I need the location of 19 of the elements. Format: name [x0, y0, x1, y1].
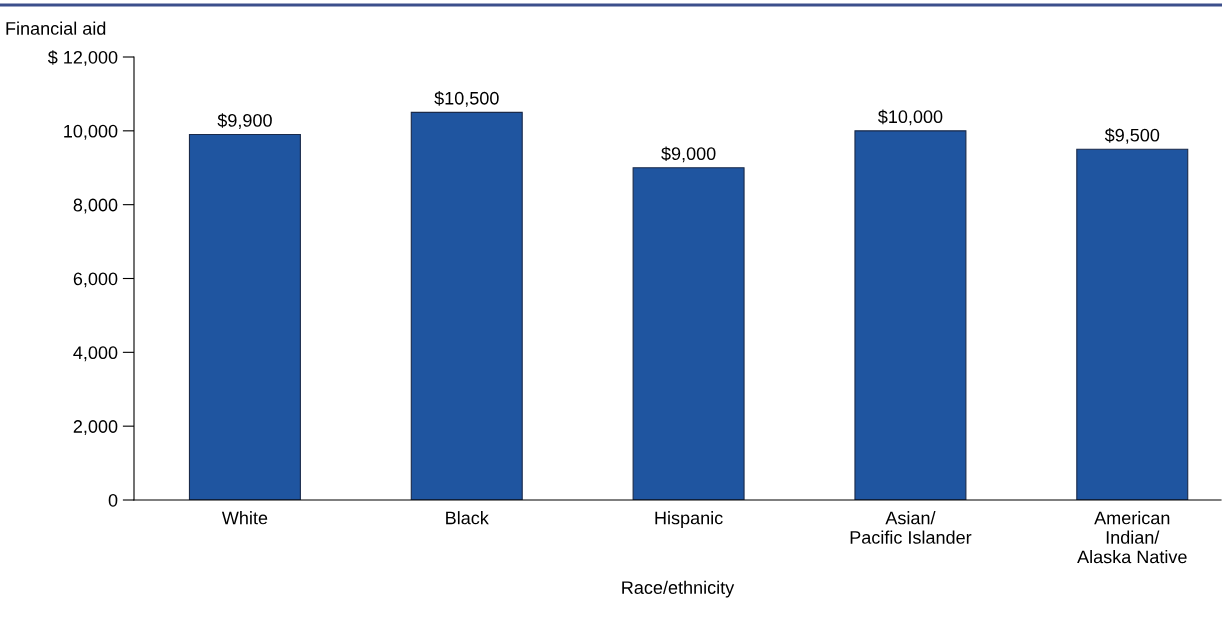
y-tick-label: 0 [108, 493, 118, 507]
y-axis-title: Financial aid [6, 21, 106, 35]
x-tick-label: American Indian/ Alaska Native [1077, 511, 1187, 564]
y-tick-label: 4,000 [73, 346, 118, 362]
x-axis-title: Race/ethnicity [622, 580, 735, 598]
y-tick-label: 2,000 [73, 420, 118, 436]
data-label: $9,000 [661, 146, 716, 163]
x-tick-label: Black [446, 511, 489, 525]
y-tick-label: 8,000 [73, 198, 118, 214]
data-label: $9,500 [1104, 128, 1160, 144]
data-label: $10,000 [877, 109, 943, 126]
y-tick-label: 6,000 [73, 272, 118, 288]
x-tick-label: Hispanic [655, 511, 723, 528]
y-tick-label: 10,000 [64, 124, 118, 140]
data-label: $10,500 [434, 91, 499, 107]
x-tick-label: White [221, 511, 268, 525]
data-label: $9,900 [217, 113, 272, 129]
x-tick-label: Asian/ Pacific Islander [850, 511, 972, 544]
y-tick-label: $ 12,000 [47, 50, 118, 66]
